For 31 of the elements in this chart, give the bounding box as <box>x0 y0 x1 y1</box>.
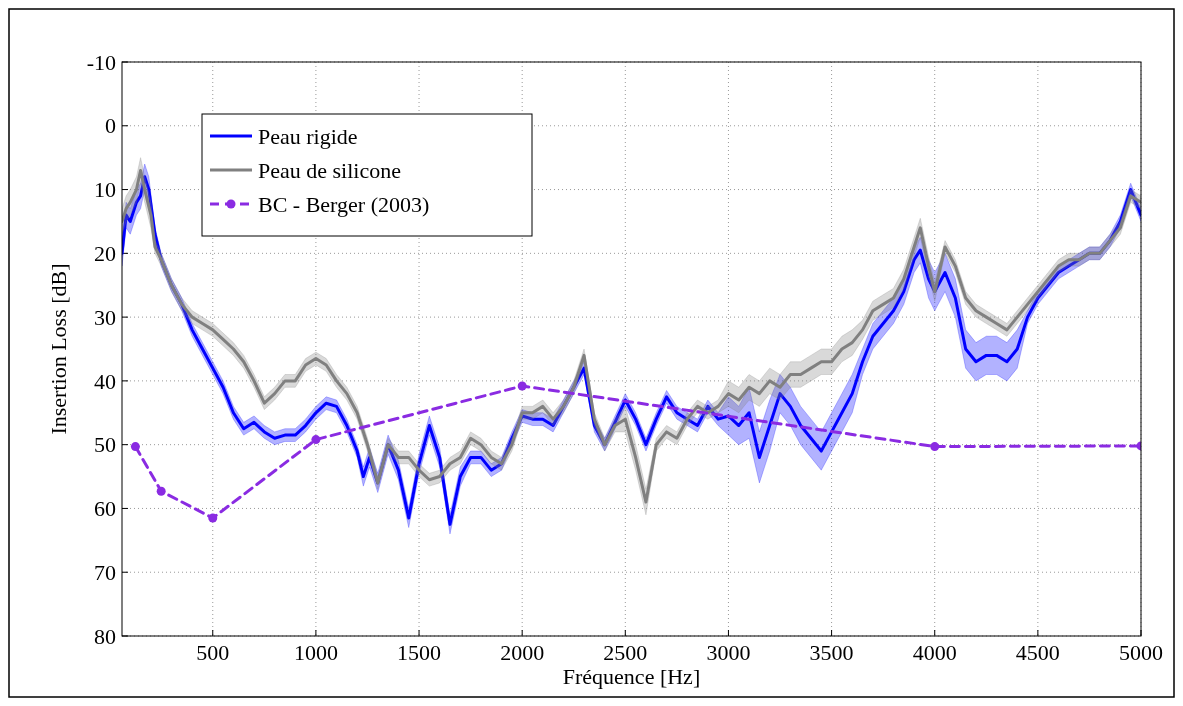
y-tick-label: 30 <box>94 304 116 330</box>
y-tick-label: 50 <box>94 432 116 458</box>
x-tick-label: 5000 <box>1119 640 1163 665</box>
x-tick-label: 1000 <box>293 640 338 665</box>
y-tick-label: 0 <box>105 113 116 139</box>
y-tick-label: -10 <box>86 49 116 75</box>
y-tick-label: 80 <box>94 623 116 649</box>
x-tick-label: 4000 <box>912 640 957 665</box>
x-tick-label: 2500 <box>603 640 648 665</box>
x-tick-label: 3000 <box>706 640 751 665</box>
x-tick-label: 4500 <box>1015 640 1060 665</box>
x-axis-title: Fréquence [Hz] <box>562 664 701 689</box>
point <box>930 442 940 452</box>
legend-label: Peau rigide <box>258 123 358 149</box>
y-axis-title: Insertion Loss [dB] <box>46 263 71 435</box>
point <box>130 442 140 452</box>
y-tick-label: 20 <box>94 241 116 267</box>
point <box>208 513 218 523</box>
x-tick-label: 3500 <box>809 640 854 665</box>
point <box>311 435 321 445</box>
x-tick-label: 1500 <box>397 640 442 665</box>
y-tick-label: 70 <box>94 559 116 585</box>
legend-label: Peau de silicone <box>258 157 401 183</box>
legend-label: BC - Berger (2003) <box>258 191 430 217</box>
point <box>517 381 527 391</box>
y-tick-label: 10 <box>94 177 116 203</box>
x-tick-label: 2000 <box>500 640 545 665</box>
point <box>156 486 166 496</box>
x-tick-label: 500 <box>196 640 230 665</box>
y-tick-label: 60 <box>94 496 116 522</box>
y-tick-label: 40 <box>94 368 116 394</box>
